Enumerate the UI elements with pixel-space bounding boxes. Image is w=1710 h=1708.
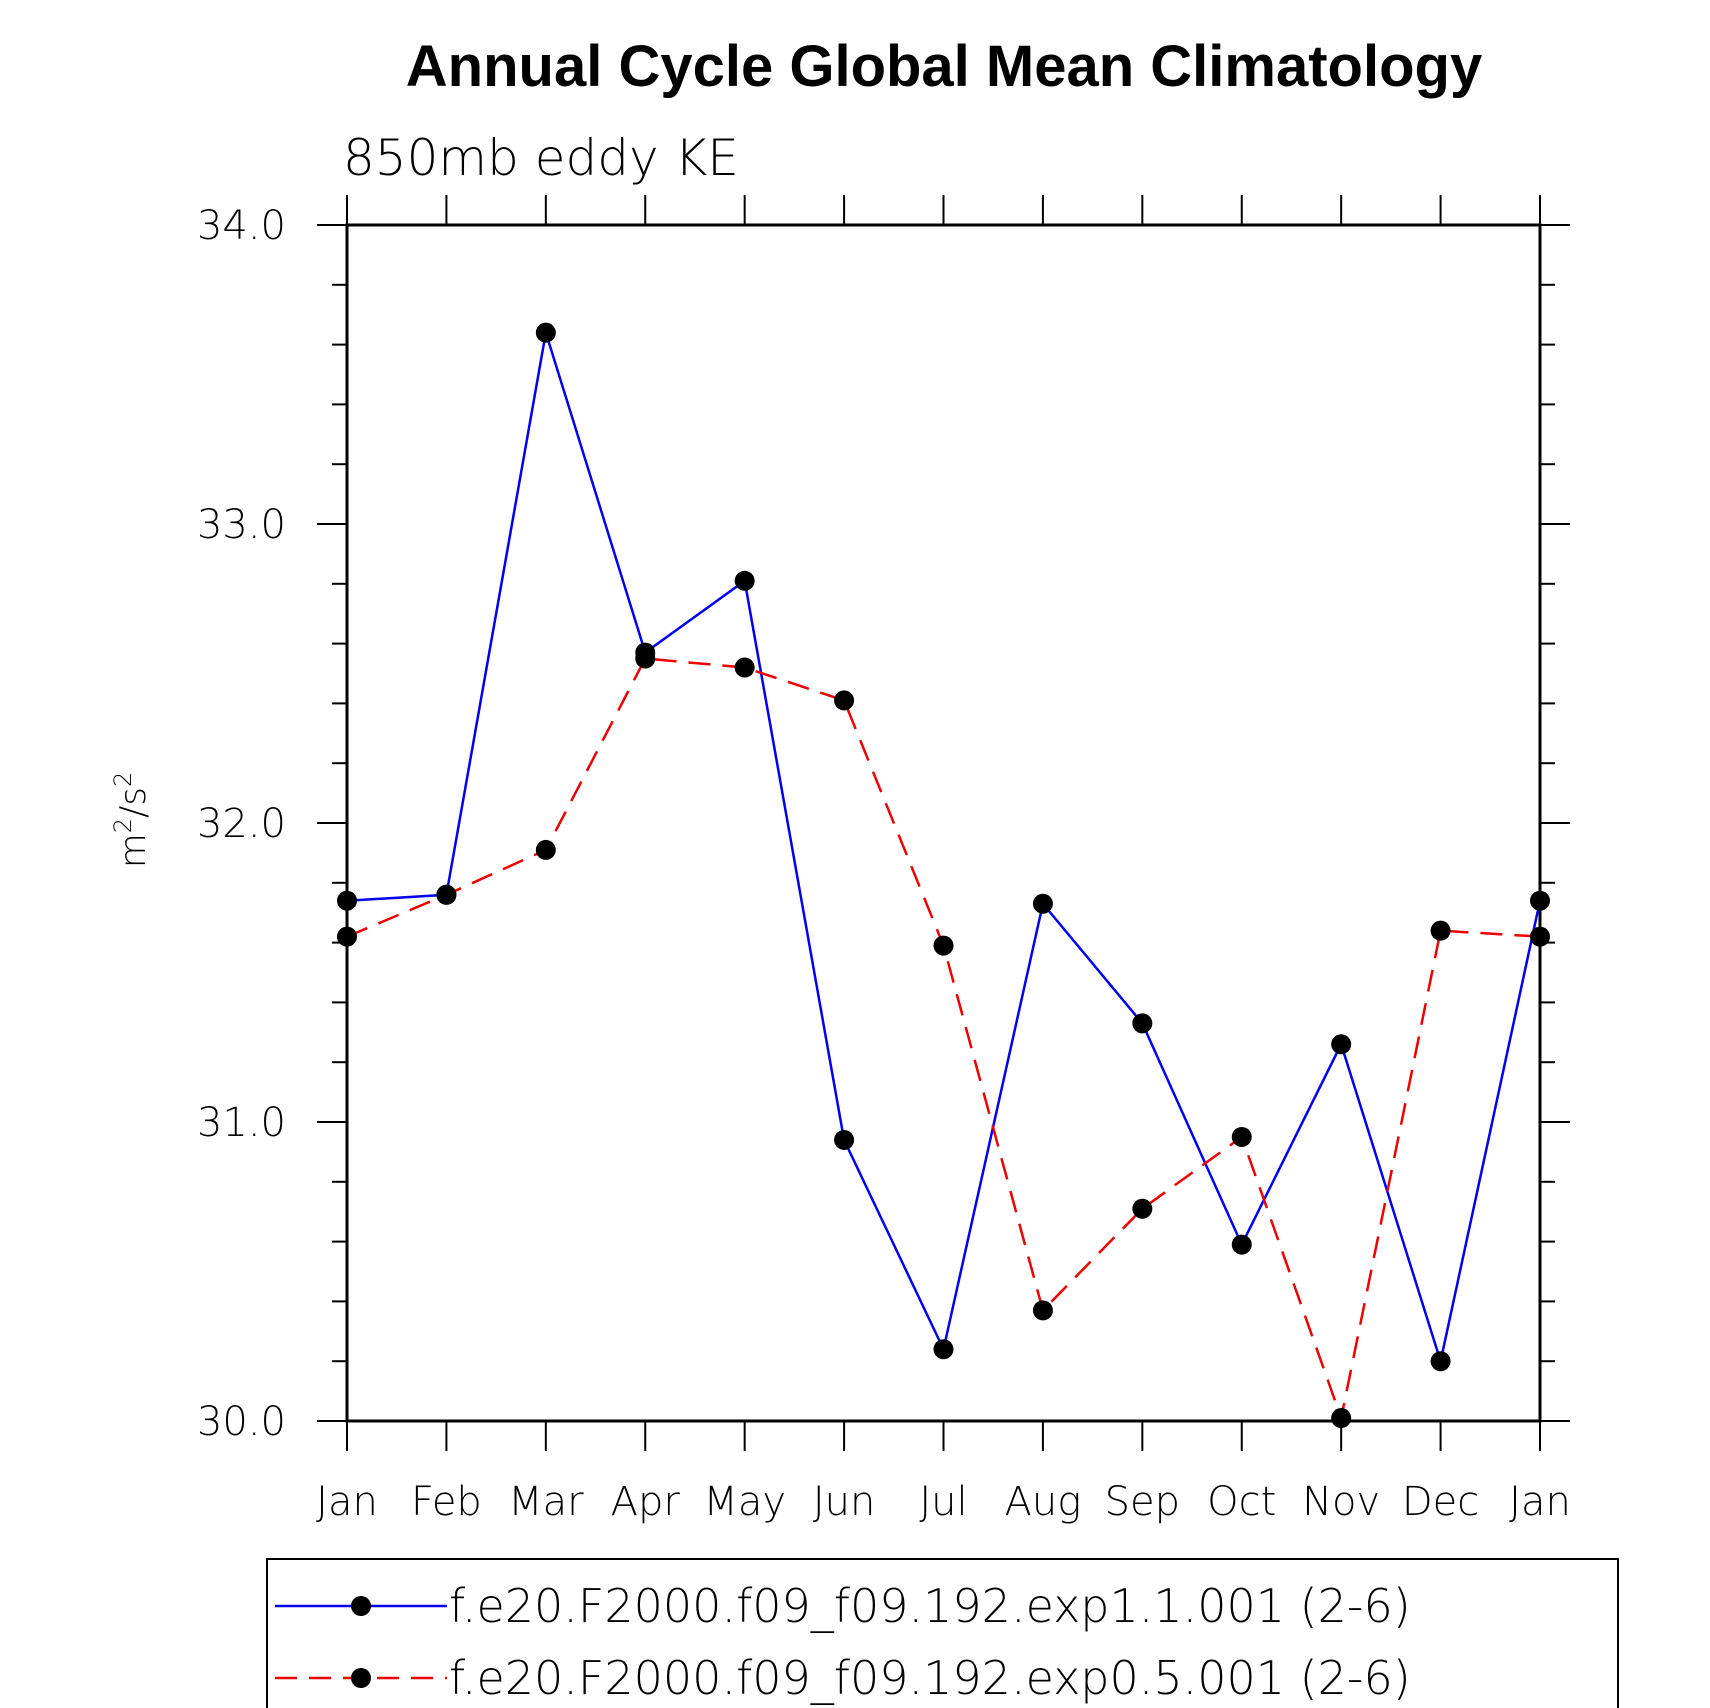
x-axis: Jan Feb Mar Apr May Jun Jul Aug Sep Oct Nov Dec Jan: [316, 195, 1571, 1525]
x-tick-label: Dec: [1402, 1479, 1479, 1525]
legend: f.e20.F2000.f09_f09.192.exp1.1.001 (2-6)…: [266, 1558, 1619, 1708]
x-tick-label: May: [703, 1479, 786, 1525]
series-layer: [337, 322, 1550, 1429]
y-axis-label-mid: /s: [113, 787, 154, 818]
series-1-point: [1530, 890, 1550, 911]
series-2-point: [535, 839, 556, 860]
x-tick-label: Oct: [1207, 1479, 1276, 1525]
legend-box: [266, 1558, 1619, 1708]
series-1-point: [337, 890, 357, 911]
series-2-point: [1331, 1408, 1352, 1429]
x-tick-label: Sep: [1105, 1479, 1180, 1525]
y-axis-label: m2/s2: [109, 772, 154, 869]
y-tick-label: 31.0: [197, 1100, 286, 1146]
chart-subtitle: 850mb eddy KE: [343, 129, 739, 187]
legend-marker-1: [351, 1596, 371, 1616]
chart-title: Annual Cycle Global Mean Climatology: [406, 34, 1482, 99]
series-line-1: [346, 332, 1542, 1367]
legend-label-2: f.e20.F2000.f09_f09.192.exp0.5.001 (2-6): [449, 1651, 1411, 1705]
y-tick-label: 30.0: [197, 1399, 286, 1445]
y-axis-label-base: m: [113, 833, 154, 868]
y-tick-label: 33.0: [197, 502, 286, 548]
x-tick-label: Mar: [508, 1479, 584, 1525]
plot-frame: [345, 223, 1542, 1423]
series-1-point: [1132, 1013, 1153, 1034]
x-tick-label: Jan: [316, 1479, 378, 1525]
x-tick-label: Jul: [919, 1479, 967, 1525]
series-1-point: [1032, 893, 1053, 914]
series-2-point: [1132, 1198, 1153, 1219]
legend-marker-2: [351, 1668, 371, 1688]
series-1-point: [933, 1339, 954, 1360]
y-axis-label-sup2: 2: [109, 772, 137, 787]
series-2-point: [734, 657, 755, 678]
series-2-point: [635, 648, 656, 669]
legend-label-1: f.e20.F2000.f09_f09.192.exp1.1.001 (2-6): [449, 1579, 1411, 1633]
series-2-point: [436, 884, 457, 905]
x-tick-label: Jun: [813, 1479, 876, 1525]
y-tick-label: 34.0: [197, 203, 286, 249]
series-2-point: [337, 926, 357, 947]
series-2-point: [933, 935, 954, 956]
x-tick-label: Aug: [1005, 1479, 1082, 1525]
y-axis: 30.0 31.0 32.0 33.0 34.0: [197, 203, 1570, 1445]
series-1-point: [535, 322, 556, 343]
x-tick-label: Apr: [611, 1479, 681, 1525]
series-2-point: [1530, 926, 1550, 947]
series-1-point: [1231, 1234, 1252, 1255]
y-tick-label: 32.0: [197, 801, 286, 847]
series-1-point: [734, 570, 755, 591]
y-axis-label-sup1: 2: [109, 818, 137, 833]
series-2-point: [1430, 920, 1451, 941]
series-2-point: [1032, 1300, 1053, 1321]
x-tick-label: Jan: [1509, 1479, 1571, 1525]
series-1-point: [1430, 1351, 1451, 1372]
series-1-point: [1331, 1034, 1352, 1055]
x-tick-label: Feb: [411, 1479, 482, 1525]
series-2-point: [1231, 1126, 1252, 1147]
series-line-2: [346, 657, 1541, 1423]
series-2-point: [834, 690, 855, 711]
x-tick-label: Nov: [1302, 1479, 1380, 1525]
series-1-point: [834, 1129, 855, 1150]
